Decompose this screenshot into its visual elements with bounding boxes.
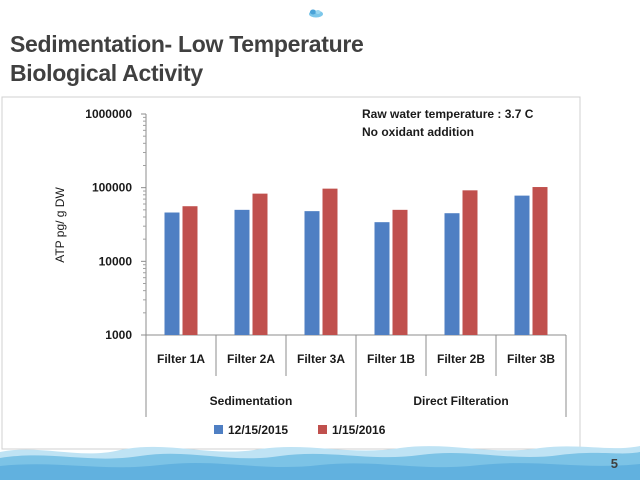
bar-1 xyxy=(514,195,530,335)
bar-2 xyxy=(462,190,478,335)
category-label: Filter 2A xyxy=(227,352,275,366)
legend-label: 1/15/2016 xyxy=(332,423,386,437)
bar-1 xyxy=(444,213,460,335)
bar-1 xyxy=(374,222,390,335)
bar-1 xyxy=(304,211,320,335)
bar-2 xyxy=(252,193,268,335)
bar-2 xyxy=(532,187,548,335)
slide-title: Sedimentation- Low Temperature Biologica… xyxy=(10,30,364,88)
plot-area: 1000000 100000 10000 1000 Sedimentation Direc… xyxy=(85,107,567,437)
annotation-oxidant: No oxidant addition xyxy=(362,125,474,139)
y-tick-label: 1000000 xyxy=(85,107,132,121)
legend-label: 12/15/2015 xyxy=(228,423,288,437)
legend-swatch xyxy=(318,425,327,434)
category-label: Filter 2B xyxy=(437,352,485,366)
y-tick-label: 100000 xyxy=(92,181,132,195)
y-tick-label: 1000 xyxy=(105,328,132,342)
category-label: Filter 1A xyxy=(157,352,205,366)
annotation-temperature: Raw water temperature : 3.7 C xyxy=(362,107,534,121)
bar-2 xyxy=(182,206,198,335)
category-label: Filter 1B xyxy=(367,352,415,366)
category-label: Filter 3A xyxy=(297,352,345,366)
page-number: 5 xyxy=(610,456,618,471)
water-drop-icon xyxy=(307,6,325,24)
water-wave-decoration xyxy=(0,446,640,480)
y-tick-label: 10000 xyxy=(99,254,133,268)
bar-1 xyxy=(234,209,250,335)
slide-title-line2: Biological Activity xyxy=(10,60,203,86)
group-label: Sedimentation xyxy=(210,394,293,408)
category-label: Filter 3B xyxy=(507,352,555,366)
bar-1 xyxy=(164,212,180,335)
legend-swatch xyxy=(214,425,223,434)
y-axis-title: ATP pg/ g DW xyxy=(53,187,67,263)
slide-title-line1: Sedimentation- Low Temperature xyxy=(10,31,364,57)
bar-2 xyxy=(392,209,408,335)
bar-2 xyxy=(322,188,338,335)
group-label: Direct Filteration xyxy=(413,394,508,408)
